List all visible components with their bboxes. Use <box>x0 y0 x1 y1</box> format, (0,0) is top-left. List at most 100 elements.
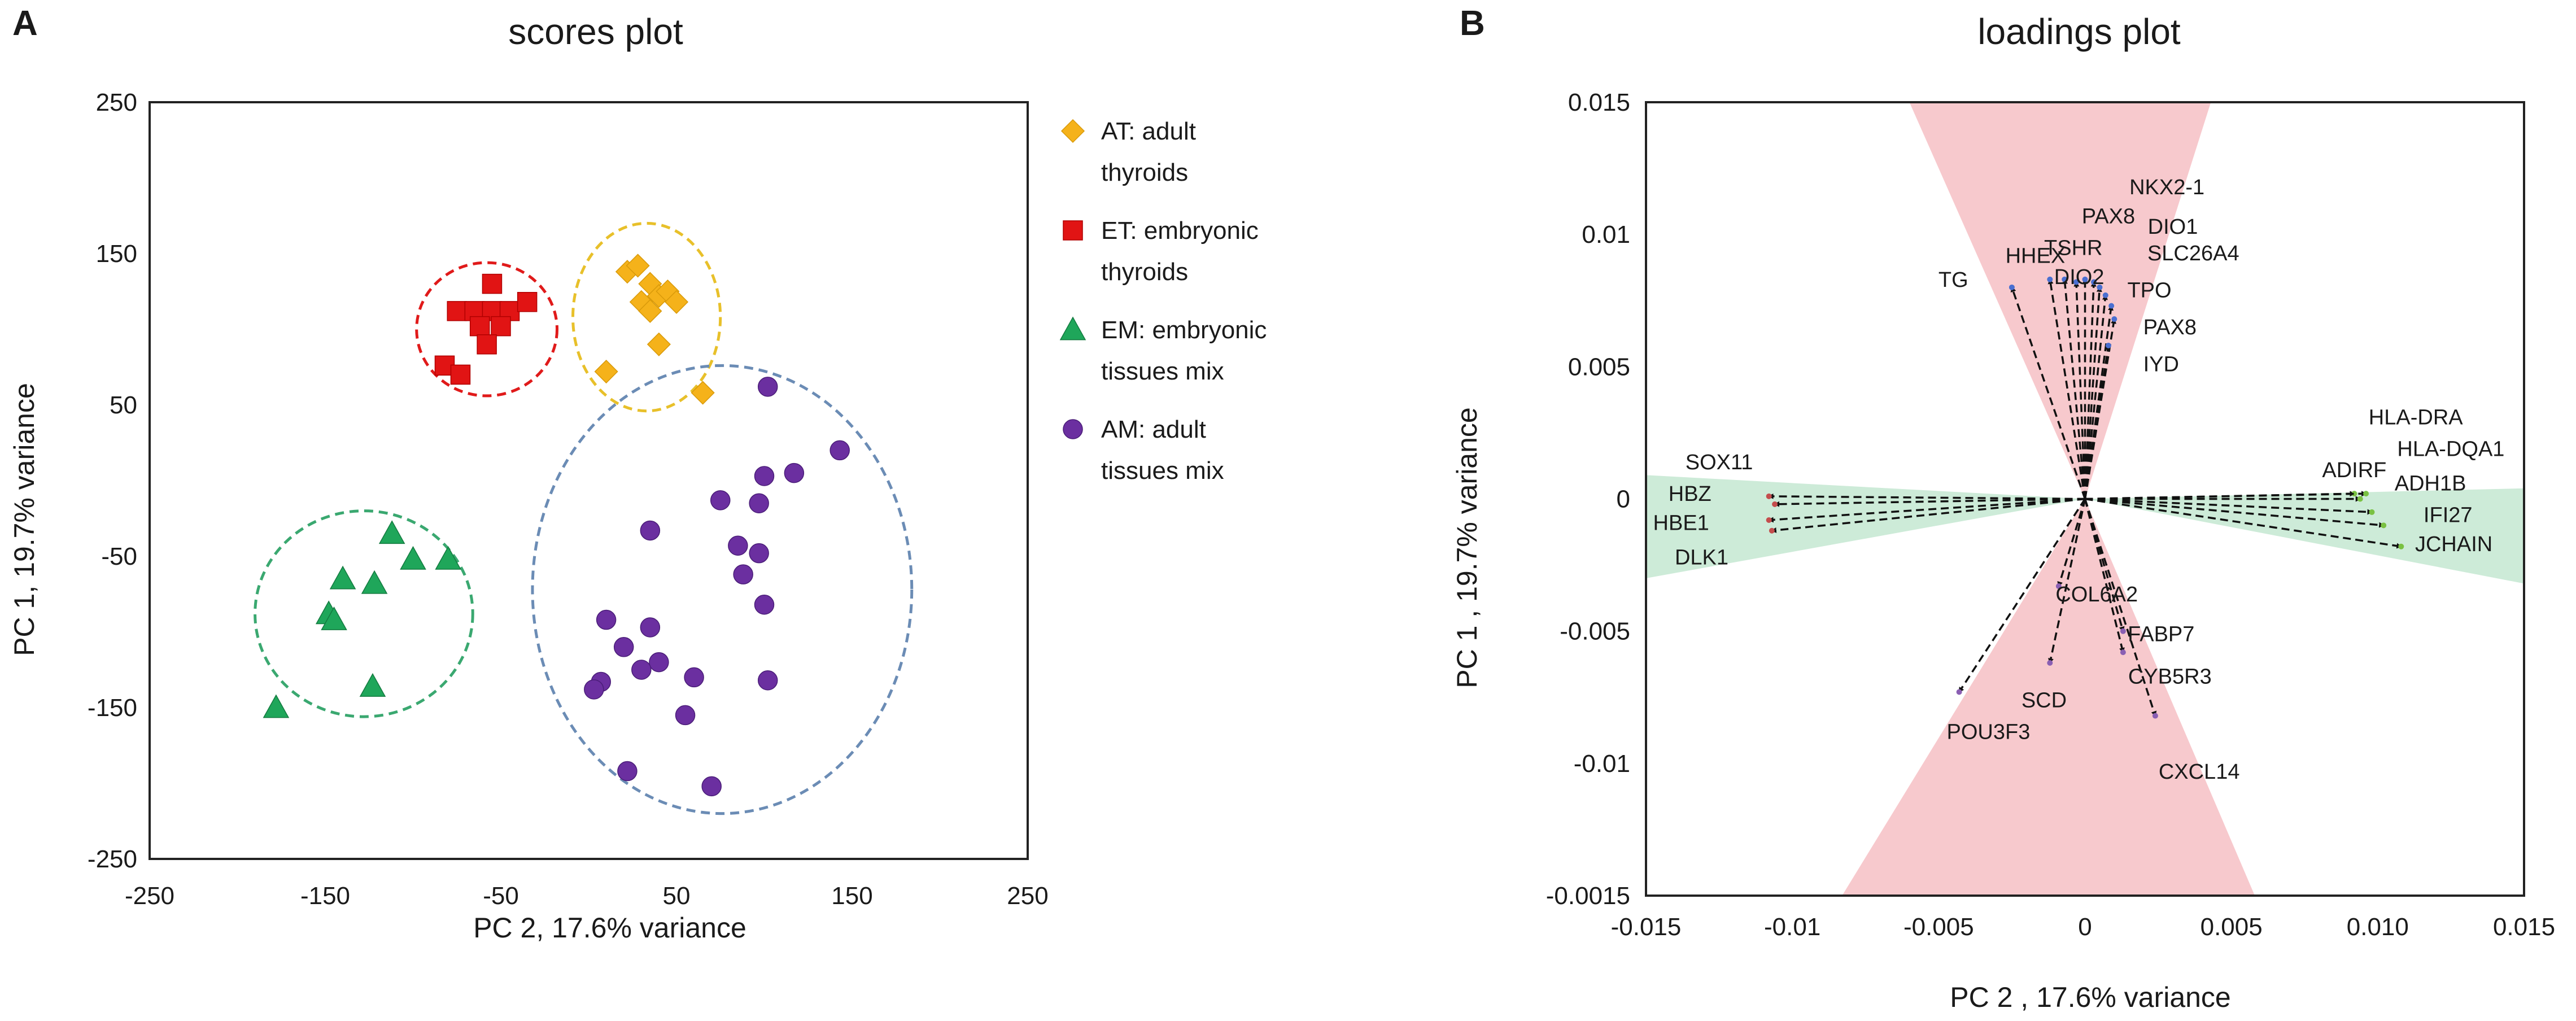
loading-arrow <box>2084 286 2102 499</box>
gene-label: SLC26A4 <box>2147 242 2239 265</box>
point-am <box>596 609 617 630</box>
point-am <box>584 679 604 700</box>
point-am <box>701 776 722 797</box>
point-am <box>784 462 805 483</box>
gene-point <box>2152 713 2158 719</box>
gene-label: HLA-DRA <box>2369 405 2463 429</box>
y-tick-labels: 0.015 0.01 0.005 0 -0.005 -0.01 -0.0015 <box>1546 89 1630 910</box>
y-tick-label: 0 <box>1617 486 1630 513</box>
gene-point <box>2102 292 2108 298</box>
y-axis-label: PC 1, 19.7% variance <box>8 383 40 656</box>
point-at <box>664 290 689 314</box>
group-ellipses <box>254 221 914 815</box>
legend-marker-et <box>1063 220 1083 241</box>
gene-point <box>2108 303 2115 309</box>
point-am <box>728 535 748 556</box>
gene-label: IYD <box>2143 353 2179 377</box>
gene-label: IFI27 <box>2424 504 2473 527</box>
point-em <box>378 520 405 544</box>
loading-arrow <box>2085 498 2385 528</box>
legend-label-et: ET: embryonic <box>1101 217 1259 245</box>
gene-label: ADIRF <box>2322 459 2386 482</box>
legend-label-am-cont: tissues mix <box>1101 457 1224 485</box>
gene-point <box>2082 276 2088 282</box>
gene-point <box>2369 509 2375 515</box>
gene-label: TPO <box>2127 279 2171 303</box>
gene-label: CYB5R3 <box>2128 665 2212 688</box>
loadings-plot-title: loadings plot <box>1977 11 2181 52</box>
gene-point <box>1772 501 1778 507</box>
loading-regions <box>1646 102 2524 896</box>
loading-arrow <box>2084 344 2111 499</box>
y-tick-label: 0.01 <box>1582 221 1630 248</box>
gene-label: HHEX <box>2006 245 2066 268</box>
gene-label: SCD <box>2021 688 2067 712</box>
legend-label-et-cont: thyroids <box>1101 258 1188 286</box>
gene-label: HBZ <box>1669 482 1711 506</box>
point-et <box>450 364 471 385</box>
point-em <box>329 565 356 590</box>
left-loading-band <box>1646 475 2085 578</box>
point-em <box>361 570 388 594</box>
loading-arrow <box>1770 498 2085 533</box>
loading-arrow <box>2084 499 2125 654</box>
legend-label-em-cont: tissues mix <box>1101 357 1224 385</box>
gene-label: POU3F3 <box>1947 721 2031 744</box>
loading-arrow <box>2085 491 2368 500</box>
y-tick-label: -150 <box>88 694 137 722</box>
loading-arrow <box>2084 281 2097 499</box>
x-tick-label: -0.01 <box>1764 913 1820 941</box>
gene-point <box>2009 284 2015 290</box>
gene-point <box>2073 279 2079 285</box>
loading-arrow <box>2084 294 2108 499</box>
y-tick-label: 50 <box>110 391 137 419</box>
x-tick-label: 0.015 <box>2493 913 2555 941</box>
gene-point <box>2047 276 2053 282</box>
gene-point <box>1766 517 1772 523</box>
point-am <box>754 595 775 615</box>
loading-arrow <box>2073 281 2086 499</box>
gene-label: HBE1 <box>1653 512 1709 535</box>
gene-point <box>2111 316 2117 322</box>
x-tick-label: -50 <box>483 882 519 910</box>
y-tick-label: -0.0015 <box>1546 882 1630 910</box>
x-tick-label: 0 <box>2078 913 2092 941</box>
y-tick-label: 0.005 <box>1568 353 1630 381</box>
legend-label-at-cont: thyroids <box>1101 159 1188 186</box>
gene-point <box>2120 649 2126 656</box>
gene-label: ADH1B <box>2395 472 2466 495</box>
point-et <box>469 316 490 337</box>
ellipse-am <box>531 364 914 815</box>
gene-label: PAX8 <box>2082 204 2135 228</box>
x-tick-label: -0.005 <box>1903 913 1974 941</box>
x-tick-labels: -250 -150 -50 50 150 250 <box>125 882 1049 910</box>
point-et <box>447 301 467 321</box>
gene-point <box>2047 660 2053 666</box>
gene-label: COL6A2 <box>2055 583 2138 607</box>
legend-label-am: AM: adult <box>1101 416 1206 443</box>
point-am <box>684 667 704 688</box>
point-am <box>675 705 696 726</box>
gene-point <box>2363 491 2369 497</box>
y-tick-label: -0.005 <box>1560 618 1630 645</box>
point-am <box>829 440 850 461</box>
legend-marker-em <box>1059 316 1086 341</box>
point-at <box>626 254 650 278</box>
ellipse-et <box>415 261 559 398</box>
point-em <box>400 546 426 570</box>
x-tick-labels: -0.015 -0.01 -0.005 0 0.005 0.010 0.015 <box>1611 913 2555 941</box>
point-et <box>517 292 538 312</box>
point-em <box>321 607 347 630</box>
point-at <box>594 359 618 384</box>
gene-point <box>2381 522 2387 529</box>
scores-plot-frame <box>149 101 1029 860</box>
loading-arrow <box>1958 498 2086 693</box>
gene-label: DIO1 <box>2148 215 2198 239</box>
loading-arrow <box>2085 498 2373 515</box>
legend-label-at: AT: adult <box>1101 117 1196 145</box>
y-tick-labels: 250 150 50 -50 -150 -250 <box>88 89 137 873</box>
y-tick-label: 250 <box>96 89 137 116</box>
x-axis-label: PC 2, 17.6% variance <box>473 912 746 944</box>
